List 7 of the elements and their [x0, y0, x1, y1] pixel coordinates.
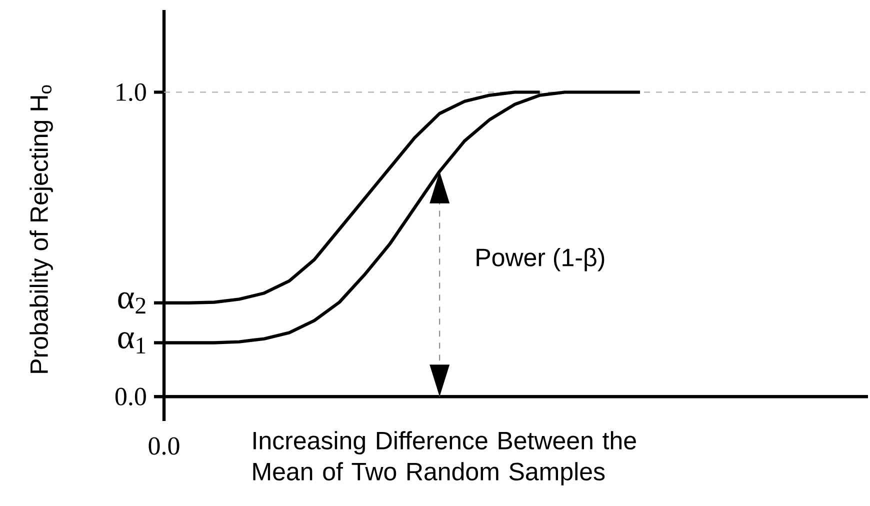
x-axis-title: Increasing Difference Between the Mean of Two Random Samples	[253, 431, 636, 486]
y-axis-title: Probability of Rejecting H$_{o}$	[30, 85, 53, 373]
text: 0.0	[148, 437, 180, 455]
series-label: α$_{1}$	[118, 332, 146, 354]
y-tick-label: 1.0	[116, 83, 146, 102]
annotation: Power (1-β)	[476, 248, 604, 272]
series-label: α$_{2}$	[118, 292, 146, 314]
